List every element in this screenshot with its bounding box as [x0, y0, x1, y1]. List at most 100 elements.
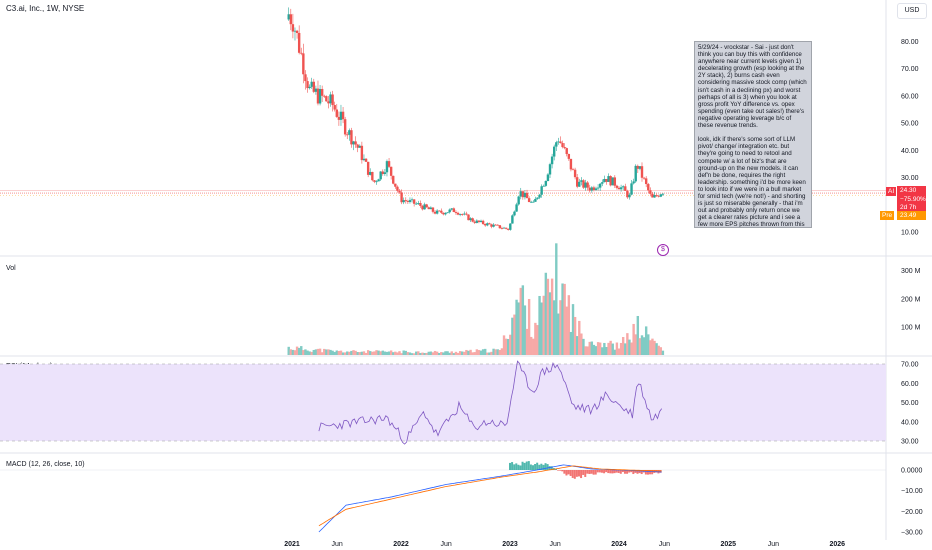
- volume-bar: [419, 352, 422, 355]
- macd-histogram-bar: [655, 470, 658, 473]
- candle-body: [567, 153, 571, 159]
- volume-bar: [647, 334, 650, 355]
- candle-body: [628, 194, 631, 198]
- macd-histogram-bar: [623, 470, 626, 474]
- volume-bar: [350, 350, 353, 355]
- volume-bar: [379, 351, 382, 355]
- candle-body: [385, 161, 389, 173]
- macd-histogram-bar: [538, 464, 541, 470]
- candle-body: [463, 213, 466, 215]
- volume-bar: [433, 350, 437, 355]
- candle-body: [389, 166, 393, 176]
- macd-histogram-bar: [594, 470, 597, 475]
- candle-body: [607, 176, 610, 182]
- rsi-axis-tick: 50.00: [901, 400, 919, 407]
- volume-bar: [632, 323, 635, 355]
- volume-bar: [297, 347, 301, 355]
- volume-bar: [511, 317, 514, 355]
- candle-body: [444, 213, 447, 215]
- candle-body: [640, 166, 644, 178]
- volume-axis-tick: 200 M: [901, 296, 921, 303]
- candle-body: [661, 193, 665, 195]
- price-axis-tick: 50.00: [901, 121, 919, 128]
- volume-bar: [469, 349, 472, 355]
- macd-histogram-bar: [588, 470, 591, 475]
- volume-bar: [538, 295, 541, 355]
- rsi-axis-tick: 60.00: [901, 381, 919, 388]
- earnings-event-icon[interactable]: $: [657, 244, 669, 256]
- candle-body: [300, 52, 303, 54]
- volume-bar: [333, 351, 336, 355]
- candle-body: [450, 208, 453, 210]
- candle-body: [615, 185, 619, 188]
- macd-histogram-bar: [649, 470, 652, 475]
- volume-bar: [300, 346, 303, 355]
- macd-histogram-bar: [613, 470, 616, 474]
- macd-histogram-bar: [511, 462, 514, 470]
- candle-body: [431, 207, 435, 212]
- macd-histogram-bar: [638, 470, 641, 474]
- candle-body: [454, 212, 458, 213]
- volume-bar: [613, 349, 617, 355]
- candle-body: [571, 169, 575, 171]
- candle-body: [417, 203, 420, 204]
- currency-button[interactable]: USD: [897, 3, 927, 19]
- candle-body: [440, 210, 443, 213]
- volume-bar: [473, 352, 476, 355]
- macd-histogram-bar: [630, 470, 633, 473]
- candle-body: [525, 192, 529, 199]
- volume-bar: [404, 350, 407, 355]
- candle-body: [617, 187, 621, 190]
- macd-histogram-bar: [621, 470, 624, 473]
- candle-body: [297, 32, 301, 53]
- macd-histogram-bar: [557, 470, 560, 471]
- candle-body: [494, 224, 497, 226]
- time-axis-tick: Jun: [331, 541, 342, 548]
- candle-body: [371, 171, 374, 181]
- symbol-title[interactable]: C3.ai, Inc., 1W, NYSE: [6, 4, 85, 13]
- rsi-axis-tick: 30.00: [901, 439, 919, 446]
- volume-bar: [389, 350, 393, 355]
- volume-bar: [548, 292, 552, 355]
- candle-body: [584, 182, 587, 188]
- candle-body: [555, 142, 558, 147]
- volume-bar: [626, 333, 629, 355]
- volume-bar: [337, 350, 341, 355]
- macd-histogram-bar: [567, 470, 570, 475]
- candle-body: [479, 220, 483, 222]
- candle-body: [410, 199, 414, 201]
- candle-body: [402, 200, 405, 203]
- candle-body: [373, 180, 376, 182]
- rsi-line: [318, 360, 663, 445]
- macd-histogram-bar: [609, 470, 612, 474]
- volume-bar: [346, 351, 349, 355]
- candle-body: [350, 130, 353, 145]
- candle-body: [657, 195, 660, 197]
- macd-histogram-bar: [646, 470, 649, 475]
- volume-axis-tick: 300 M: [901, 268, 921, 275]
- volume-bar: [408, 352, 412, 355]
- candle-body: [542, 185, 545, 187]
- volume-bar: [563, 283, 566, 355]
- candle-body: [475, 220, 479, 223]
- volume-bar: [458, 351, 462, 355]
- volume-bar: [320, 352, 324, 355]
- volume-bar: [494, 349, 497, 355]
- macd-histogram-bar: [632, 470, 635, 475]
- time-axis-tick: Jun: [768, 541, 779, 548]
- candle-body: [287, 14, 290, 20]
- candle-body: [496, 224, 499, 226]
- volume-bar: [586, 346, 589, 355]
- candle-body: [379, 171, 382, 180]
- macd-histogram-bar: [580, 470, 583, 479]
- volume-bar: [496, 349, 499, 355]
- candle-body: [500, 228, 504, 229]
- candle-body: [509, 223, 512, 230]
- candle-body: [498, 225, 502, 229]
- volume-bar: [634, 334, 637, 355]
- volume-bar: [352, 350, 355, 355]
- candle-body: [419, 203, 422, 206]
- volume-bar: [312, 349, 315, 355]
- volume-bar: [421, 352, 424, 355]
